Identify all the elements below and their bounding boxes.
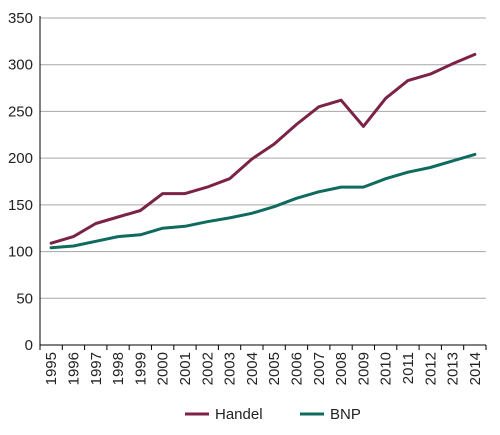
x-tick-label: 2005 <box>266 352 283 385</box>
x-tick-label: 1999 <box>132 352 149 385</box>
y-tick-label: 350 <box>8 10 33 27</box>
y-tick-label: 0 <box>25 337 33 354</box>
x-tick-label: 2011 <box>400 352 417 384</box>
x-axis: 1995 1996 1997 1998 1999 2000 2001 2002 2003 2004… <box>39 344 487 385</box>
x-tick-label: 1995 <box>43 352 60 385</box>
x-tick-label: 2000 <box>155 352 172 385</box>
x-tick-label: 2013 <box>445 352 462 385</box>
y-tick-label: 150 <box>8 197 33 214</box>
y-tick-label: 100 <box>8 244 33 261</box>
x-tick-label: 2001 <box>177 352 194 385</box>
legend-label-handel: Handel <box>215 406 263 423</box>
x-tick-label: 2009 <box>355 352 372 385</box>
x-tick-label: 2004 <box>244 352 261 385</box>
x-tick-label: 2002 <box>199 352 216 385</box>
x-tick-label: 2007 <box>311 352 328 385</box>
series-line-bnp <box>49 152 477 250</box>
x-tick-label: 2010 <box>378 352 395 385</box>
y-tick-label: 50 <box>16 290 33 307</box>
x-tick-label: 1996 <box>65 352 82 385</box>
y-tick-label: 200 <box>8 150 33 167</box>
x-tick-label: 2006 <box>288 352 305 385</box>
legend-label-bnp: BNP <box>330 406 361 423</box>
x-tick-label: 2014 <box>467 352 484 385</box>
x-tick-label: 1998 <box>110 352 127 385</box>
y-tick-label: 250 <box>8 103 33 120</box>
y-tick-label: 300 <box>8 57 33 74</box>
legend: Handel BNP <box>185 406 361 423</box>
x-tick-label: 2012 <box>422 352 439 385</box>
x-tick-label: 1997 <box>88 352 105 385</box>
series-line-handel <box>49 52 477 245</box>
series-lines <box>49 52 477 250</box>
y-axis: 0 50 100 150 200 250 300 350 <box>8 10 41 354</box>
gridlines <box>40 17 486 299</box>
x-tick-label: 2003 <box>222 352 239 385</box>
x-tick-label: 2008 <box>333 352 350 385</box>
